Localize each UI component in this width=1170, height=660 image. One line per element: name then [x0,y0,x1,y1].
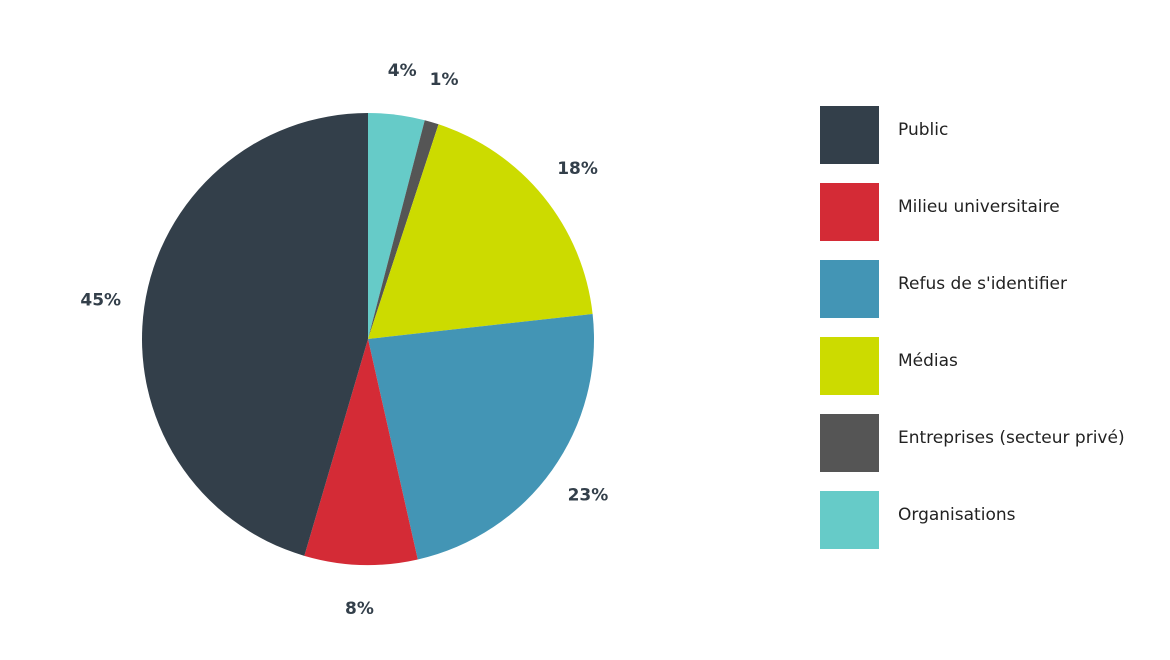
legend-label: Refus de s'identifier [898,274,1067,294]
legend-label: Organisations [898,505,1016,525]
pie-slice [368,113,425,339]
legend-swatch [820,337,879,395]
value-label: 1% [430,70,459,90]
pie-slice [368,120,439,339]
legend-swatch [820,106,879,164]
legend-swatch [820,183,879,241]
value-label: 8% [345,599,374,619]
legend-label: Entreprises (secteur privé) [898,428,1125,448]
value-label: 18% [557,159,598,179]
legend-swatch [820,414,879,472]
legend-label: Public [898,120,948,140]
value-label: 45% [80,291,121,311]
legend-label: Médias [898,351,958,371]
pie-slice [304,339,418,565]
pie-slice [368,124,593,339]
legend-swatch [820,491,879,549]
pie-slice [142,113,368,556]
legend-swatch [820,260,879,318]
value-label: 4% [388,61,417,81]
pie-slice [368,313,594,560]
value-label: 23% [568,486,609,506]
legend-label: Milieu universitaire [898,197,1060,217]
